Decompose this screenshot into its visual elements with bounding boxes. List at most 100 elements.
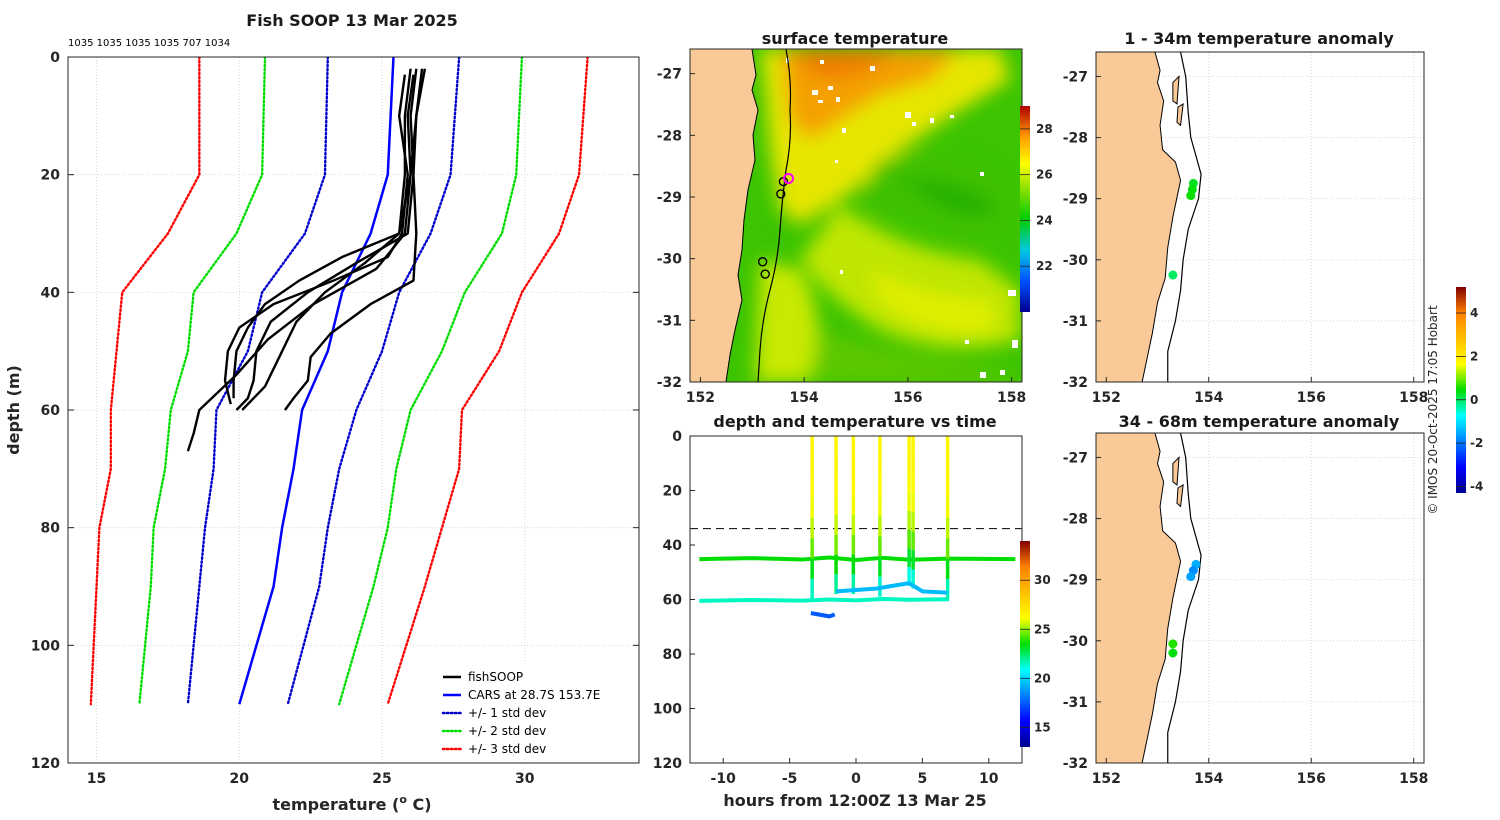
timeseries-xtick-label: -10 [711, 771, 737, 787]
timeseries-ytick-label: 100 [653, 702, 682, 718]
map-island [1176, 483, 1184, 508]
profile-ticks: 15 20 25 30 0 20 40 60 80 100 120 [31, 50, 639, 787]
map-ytick-label: -30 [1063, 253, 1089, 269]
sst-vessel-markers [757, 173, 795, 279]
anomaly-colorbar-label: 4 [1470, 306, 1478, 320]
sst-features [755, 49, 1022, 382]
map-xtick-label: 152 [1092, 771, 1121, 787]
anomaly-deep-title: 34 - 68m temperature anomaly [1119, 412, 1400, 431]
map-xtick-label: 156 [1297, 390, 1326, 406]
fishsoop-profile-line [235, 68, 424, 411]
map-ytick-label: -28 [657, 128, 682, 144]
std-dev-curve [286, 57, 461, 706]
anomaly-colorbar [1456, 287, 1466, 493]
profile-ylabel: depth (m) [4, 365, 23, 455]
timeseries-panel: depth and temperature vs time -10 -5 0 5 100… [653, 412, 1051, 810]
profile-xtick-label: 15 [87, 771, 106, 787]
map-island [1176, 102, 1184, 127]
sst-land [690, 49, 759, 382]
timeseries-ytick-label: 20 [663, 484, 683, 500]
timeseries-colorbar-label: 30 [1034, 573, 1051, 587]
sst-colorbar-label: 28 [1036, 122, 1053, 136]
timeseries-xlabel: hours from 12:00Z 13 Mar 25 [723, 791, 986, 810]
anomaly-point [1186, 572, 1196, 582]
timeseries-xtick-label: 5 [918, 771, 928, 787]
map-ytick-label: -29 [1063, 192, 1088, 208]
profile-lines [89, 57, 589, 706]
timeseries-ytick-label: 40 [663, 538, 683, 554]
current-position-marker [783, 173, 795, 184]
map-xtick-label: 154 [1194, 390, 1223, 406]
profile-xtick-label: 20 [230, 771, 250, 787]
bottom-track [699, 596, 949, 603]
profile-grid [68, 56, 639, 764]
profile-counts: 1035 1035 1035 1035 707 1034 [68, 38, 230, 49]
profile-xlabel: temperature (o C) [272, 793, 431, 814]
map-xtick-label: 158 [1399, 771, 1428, 787]
map-ytick-label: -29 [1063, 573, 1088, 589]
map-ytick-label: -31 [657, 313, 682, 329]
anomaly-colorbar-label: 0 [1470, 393, 1478, 407]
sst-shelf-contour [757, 49, 792, 382]
profile-ytick-label: 120 [31, 756, 60, 772]
profile-ytick-label: 80 [41, 521, 61, 537]
map-ytick-label: -32 [657, 375, 682, 391]
map-xtick-label: 158 [1399, 390, 1428, 406]
map-ytick-label: -27 [657, 67, 682, 83]
std-dev-curve [89, 57, 201, 706]
anomaly-colorbar-label: 2 [1470, 349, 1478, 363]
profile-ytick-label: 100 [31, 638, 60, 654]
std-dev-curve [138, 57, 267, 706]
fishsoop-profile-line [241, 74, 415, 411]
map-ytick-label: -29 [657, 190, 682, 206]
map-land [1095, 432, 1182, 764]
vessel-position-marker [757, 257, 768, 267]
map-ytick-label: -27 [1063, 450, 1088, 466]
anomaly-colorbar-label: -2 [1470, 436, 1483, 450]
deep-segment [835, 581, 948, 595]
timeseries-plot [690, 436, 1022, 619]
anomaly-point [1168, 648, 1178, 658]
map-shelf-contour [1167, 432, 1202, 763]
map-xtick-label: 156 [893, 390, 922, 406]
timeseries-ytick-label: 0 [672, 429, 682, 445]
timeseries-colorbar [1020, 541, 1030, 747]
sst-map-area [690, 49, 1022, 382]
std-dev-curve [338, 57, 524, 706]
sst-panel: surface temperature [657, 29, 1053, 406]
map-xtick-label: 152 [686, 390, 715, 406]
legend-label: +/- 1 std dev [468, 706, 546, 720]
anomaly-shallow-map: 152 154 156 158 -27 -28 -29 -30 -31 -32 [1063, 51, 1428, 406]
anomaly-point [1168, 270, 1178, 280]
map-axes-box [1095, 51, 1425, 383]
anomaly-colorbar-ticks: -4 -2 0 2 4 [1456, 306, 1483, 493]
timeseries-colorbar-label: 20 [1034, 671, 1051, 685]
map-xtick-label: 154 [790, 390, 819, 406]
vessel-position-marker [776, 189, 786, 199]
profile-xtick-label: 30 [515, 771, 535, 787]
sst-colorbar-label: 24 [1036, 213, 1053, 227]
timeseries-xtick-label: 10 [979, 771, 999, 787]
map-ytick-label: -28 [1063, 512, 1088, 528]
fishsoop-profile-line [223, 74, 409, 405]
cars-mean-line [238, 57, 395, 705]
sst-colorbar [1020, 106, 1030, 312]
profile-title: Fish SOOP 13 Mar 2025 [246, 11, 457, 30]
profile-legend: fishSOOP CARS at 28.7S 153.7E +/- 1 std de… [437, 663, 635, 759]
anomaly-shallow-panel: 1 - 34m temperature anomaly 152 154 156 158… [1063, 29, 1429, 406]
legend-label: +/- 3 std dev [468, 742, 546, 756]
profile-xtick-label: 25 [372, 771, 391, 787]
bottom-track [699, 555, 1016, 562]
sst-colorbar-label: 26 [1036, 168, 1053, 182]
map-xtick-label: 154 [1194, 771, 1223, 787]
map-ytick-label: -32 [1063, 375, 1088, 391]
timeseries-ytick-label: 60 [663, 593, 683, 609]
timeseries-ytick-label: 80 [663, 647, 683, 663]
sst-ticks: 152 154 156 158 -27 -28 -29 -30 -31 -32 22 24 26 28 [657, 67, 1053, 406]
profile-ytick-label: 0 [50, 50, 60, 66]
legend-label: CARS at 28.7S 153.7E [468, 688, 600, 702]
legend-label: fishSOOP [468, 670, 523, 684]
anomaly-deep-map: 152 154 156 158 -27 -28 -29 -30 -31 -32 [1063, 432, 1428, 787]
timeseries-ytick-label: 120 [653, 756, 682, 772]
